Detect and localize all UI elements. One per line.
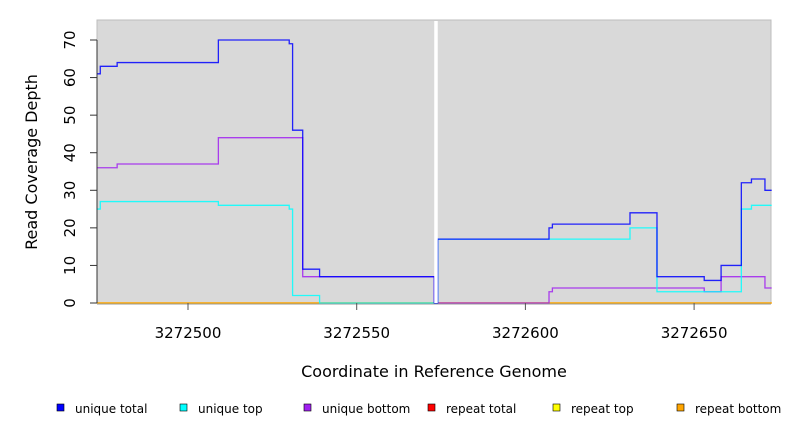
x-tick-label: 3272600 [492,324,559,342]
plot-background [96,19,772,304]
y-tick-label: 30 [61,181,79,200]
legend-label: repeat total [446,402,516,416]
y-tick-label: 60 [61,68,79,87]
legend-label: unique top [198,402,263,416]
x-tick-label: 3272650 [661,324,728,342]
legend-marker-unique-bottom [303,403,312,412]
axes-layer: 0 10 20 30 40 50 60 70 3272500 3272550 3272600 3272… [61,30,771,342]
y-axis-title: Read Coverage Depth [22,74,41,250]
x-axis-title: Coordinate in Reference Genome [301,362,567,381]
y-tick-label: 50 [61,106,79,125]
legend: unique total unique top unique bottom repea… [56,402,781,416]
legend-marker-repeat-top [552,403,561,412]
y-tick-label: 40 [61,143,79,162]
y-tick-label: 70 [61,30,79,49]
legend-marker-unique-total [56,403,65,412]
series-layer [96,21,772,304]
y-tick-label: 0 [61,298,79,308]
y-tick-label: 10 [61,256,79,275]
series-line-unique-total [96,39,772,304]
legend-label: unique total [75,402,147,416]
legend-label: repeat bottom [695,402,781,416]
x-tick-label: 3272550 [323,324,390,342]
legend-label: unique bottom [322,402,410,416]
legend-marker-repeat-total [427,403,436,412]
legend-marker-repeat-bottom [676,403,685,412]
legend-marker-unique-top [179,403,188,412]
legend-label: repeat top [571,402,634,416]
y-tick-label: 20 [61,218,79,237]
x-tick-label: 3272500 [155,324,222,342]
